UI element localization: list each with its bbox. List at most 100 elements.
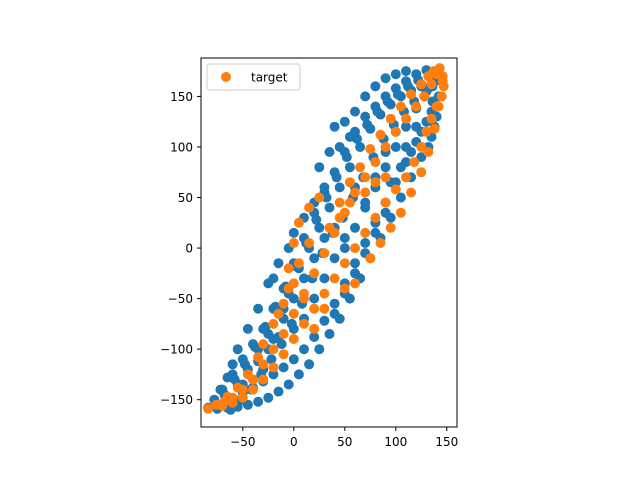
data-point — [329, 298, 340, 309]
data-point — [299, 293, 309, 304]
data-point — [329, 121, 340, 132]
data-point — [250, 342, 261, 353]
legend-label: target — [251, 71, 288, 85]
data-point — [360, 197, 371, 208]
data-point — [428, 66, 439, 77]
data-point — [288, 354, 299, 365]
data-point — [321, 192, 332, 203]
x-tick-label: 50 — [337, 435, 352, 449]
data-point — [339, 116, 350, 127]
y-tick-label: −50 — [168, 292, 193, 306]
data-point — [409, 157, 420, 168]
data-point — [309, 268, 320, 279]
data-point — [237, 392, 248, 403]
legend-frame — [206, 63, 301, 91]
data-point — [319, 303, 330, 314]
data-point — [380, 207, 391, 218]
data-point — [421, 126, 432, 137]
data-point — [406, 89, 417, 100]
x-tick-label: 100 — [384, 435, 407, 449]
data-point — [339, 283, 350, 294]
data-point — [390, 126, 401, 137]
data-point — [360, 238, 371, 248]
data-point — [283, 263, 294, 274]
data-point — [288, 334, 299, 344]
data-point — [239, 359, 250, 370]
data-point — [375, 238, 386, 248]
data-point — [416, 167, 427, 178]
data-point — [380, 142, 391, 152]
data-point — [382, 96, 393, 107]
y-tick-label: 150 — [170, 90, 193, 104]
data-point — [260, 321, 271, 332]
data-point — [314, 344, 325, 355]
data-point — [288, 278, 299, 289]
data-point — [334, 142, 345, 152]
data-point — [390, 142, 401, 152]
data-point — [375, 129, 386, 140]
data-point — [329, 273, 340, 284]
data-point — [293, 258, 304, 269]
data-point — [416, 142, 427, 152]
data-point — [273, 258, 284, 269]
data-point — [319, 315, 330, 326]
data-point — [334, 182, 345, 193]
data-point — [278, 349, 289, 360]
data-point — [258, 374, 269, 385]
data-point — [299, 318, 309, 329]
data-point — [319, 273, 330, 284]
data-point — [258, 339, 269, 350]
data-point — [360, 111, 371, 122]
data-point — [437, 76, 448, 87]
data-point — [419, 91, 430, 102]
y-axis: −150 −100 −50 0 50 100 150 — [160, 90, 201, 407]
data-point — [314, 222, 325, 233]
data-point — [395, 101, 406, 112]
data-point — [263, 278, 274, 289]
x-tick-label: 150 — [435, 435, 458, 449]
y-tick-label: 100 — [170, 140, 193, 154]
data-point — [253, 396, 264, 407]
data-point — [344, 162, 355, 173]
data-point — [203, 403, 214, 414]
data-point — [390, 184, 401, 195]
data-point — [253, 352, 264, 363]
data-point — [329, 253, 340, 264]
data-point — [222, 391, 233, 402]
y-tick-label: 50 — [178, 191, 193, 205]
data-point — [268, 318, 279, 329]
data-point — [314, 192, 325, 203]
data-point — [268, 344, 279, 355]
data-point — [299, 344, 309, 355]
data-point — [309, 303, 320, 314]
data-point — [311, 214, 322, 225]
data-point — [370, 81, 381, 92]
data-point — [258, 359, 269, 370]
x-tick-label: −50 — [230, 435, 255, 449]
points-layer — [203, 63, 449, 415]
data-point — [350, 278, 360, 289]
data-point — [324, 147, 335, 157]
data-point — [339, 243, 350, 254]
data-point — [319, 233, 330, 243]
y-tick-label: −100 — [160, 343, 193, 357]
data-point — [416, 152, 427, 163]
data-point — [278, 362, 289, 373]
data-point — [350, 258, 360, 269]
data-point — [309, 293, 320, 304]
data-point — [344, 197, 355, 208]
data-point — [395, 207, 406, 218]
data-point — [339, 233, 350, 243]
data-point — [433, 101, 444, 112]
data-point — [319, 182, 330, 193]
data-point — [380, 172, 391, 183]
data-point — [365, 144, 376, 154]
data-point — [411, 101, 422, 112]
data-point — [365, 253, 376, 264]
data-point — [263, 392, 274, 403]
data-point — [309, 253, 320, 264]
data-point — [222, 372, 233, 383]
data-point — [268, 362, 279, 373]
